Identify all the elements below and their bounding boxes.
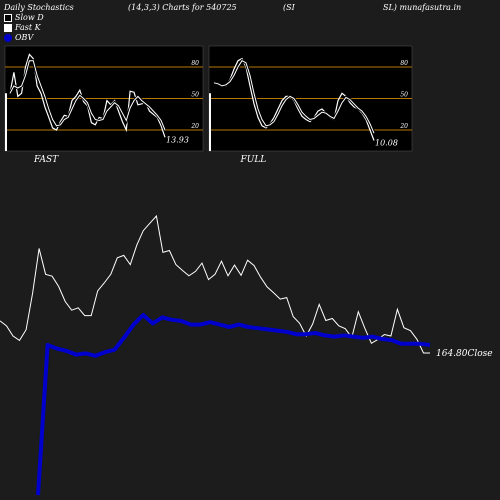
legend-slow-d: Slow D — [4, 13, 44, 22]
full-slow-d-line — [213, 60, 375, 134]
legend-fast-k: Fast K — [4, 23, 41, 32]
close-value-label: 164.80Close — [436, 349, 493, 359]
legend-fast-k-label: Fast K — [15, 23, 41, 32]
fast-k-swatch — [4, 23, 12, 32]
obv-swatch — [4, 33, 12, 42]
fast-last-value-label: 13.93 — [166, 135, 189, 144]
full-tick-label: 80 — [400, 60, 408, 67]
legend-obv: OBV — [4, 33, 33, 42]
fast-tick-label: 80 — [191, 60, 199, 67]
legend-slow-d-label: Slow D — [15, 13, 44, 22]
chart-heading: Daily Stochastics — [4, 3, 74, 12]
fast-panel-title: FAST — [33, 155, 59, 165]
legend-obv-label: OBV — [15, 33, 34, 42]
full-tick-label: 50 — [400, 92, 408, 99]
fast-tick-label: 50 — [191, 92, 199, 99]
symbol-part-a: (SI — [283, 3, 295, 12]
fast-slow-d-line — [9, 60, 166, 131]
full-panel-title: FULL — [240, 155, 267, 165]
fast-tick-label: 20 — [190, 123, 199, 130]
full-last-value-label: 10.08 — [375, 139, 398, 148]
close-price-line — [0, 214, 430, 354]
full-tick-label: 20 — [399, 123, 408, 130]
symbol-part-b: SL) munafasutra.in — [383, 3, 462, 12]
slow-d-swatch — [4, 13, 12, 22]
obv-line — [36, 313, 431, 496]
chart-params: (14,3,3) Charts for 540725 — [128, 3, 237, 12]
